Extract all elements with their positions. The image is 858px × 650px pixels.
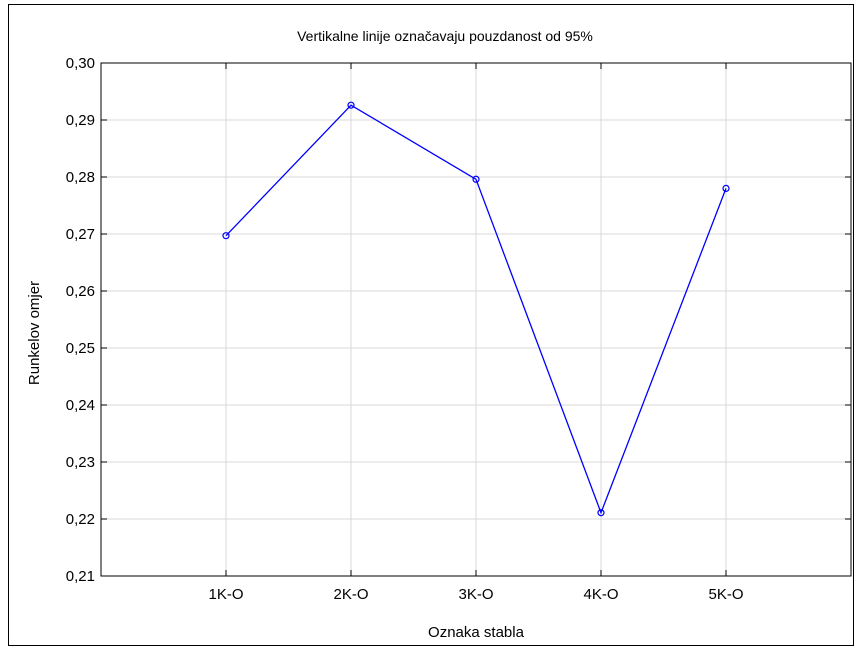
series-line	[225, 104, 727, 515]
axes: 0,21 0,22 0,23 0,24 0,25 0,26 0,27 0,28 0,29 0,30…	[66, 55, 851, 603]
y-tick-label: 0,26	[66, 283, 95, 300]
x-tick-label: 3K-O	[458, 586, 493, 603]
x-tick-label: 4K-O	[583, 586, 618, 603]
y-tick-label: 0,24	[66, 397, 95, 414]
data-point	[222, 232, 230, 240]
y-tick-label: 0,29	[66, 112, 95, 129]
y-tick-label: 0,27	[66, 226, 95, 243]
series	[222, 101, 730, 517]
y-tick-label: 0,21	[66, 568, 95, 585]
data-point	[597, 509, 605, 517]
y-tick-label: 0,23	[66, 454, 95, 471]
y-tick-label: 0,25	[66, 340, 95, 357]
x-tick-label: 1K-O	[208, 586, 243, 603]
chart-title: Vertikalne linije označavaju pouzdanost …	[297, 28, 593, 44]
x-axis-label: Oznaka stabla	[428, 624, 525, 641]
x-tick-label: 2K-O	[333, 586, 368, 603]
data-point	[347, 101, 355, 109]
y-axis-label: Runkelov omjer	[26, 281, 43, 385]
y-tick-label: 0,22	[66, 511, 95, 528]
data-point	[722, 184, 730, 192]
x-tick-label: 5K-O	[708, 586, 743, 603]
data-point	[472, 175, 480, 183]
chart-frame	[8, 4, 854, 646]
y-tick-label: 0,30	[66, 55, 95, 72]
y-tick-label: 0,28	[66, 169, 95, 186]
grid-lines	[101, 63, 851, 576]
